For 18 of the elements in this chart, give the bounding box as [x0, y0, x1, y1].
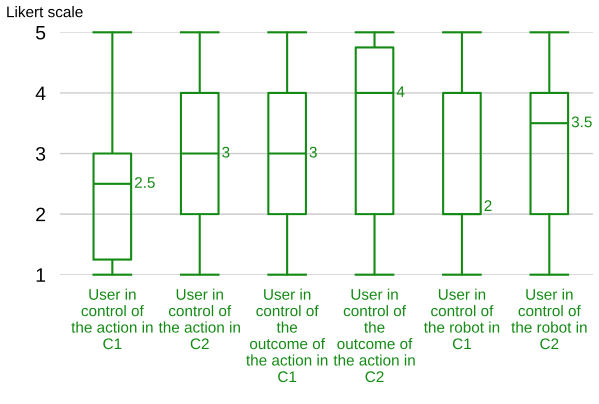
x-tick-label: User in control of the robot in C1 [424, 288, 500, 350]
text: 3.5 [572, 116, 592, 128]
y-tick-label: 1 [36, 268, 46, 282]
text: 3 [310, 146, 317, 158]
text: 2.5 [134, 177, 155, 188]
x-tick-label: User in control of the robot in C2 [511, 288, 587, 350]
y-tick-label: 2 [36, 208, 46, 222]
x-tick-label: User in control of the outcome of the action in C1 [246, 288, 328, 382]
text: 4 [396, 86, 404, 97]
y-axis-title: Likert scale [7, 6, 83, 18]
x-tick-label: User in control of the action in C1 [71, 288, 153, 350]
x-tick-label: User in control of the action in C2 [158, 288, 240, 350]
text: 2 [484, 200, 492, 211]
y-tick-label: 5 [36, 26, 46, 40]
x-tick-label: User in control of the outcome of the action in C2 [334, 288, 415, 382]
text: 3 [222, 146, 230, 158]
y-tick-label: 4 [36, 86, 46, 100]
y-tick-label: 3 [36, 146, 46, 161]
